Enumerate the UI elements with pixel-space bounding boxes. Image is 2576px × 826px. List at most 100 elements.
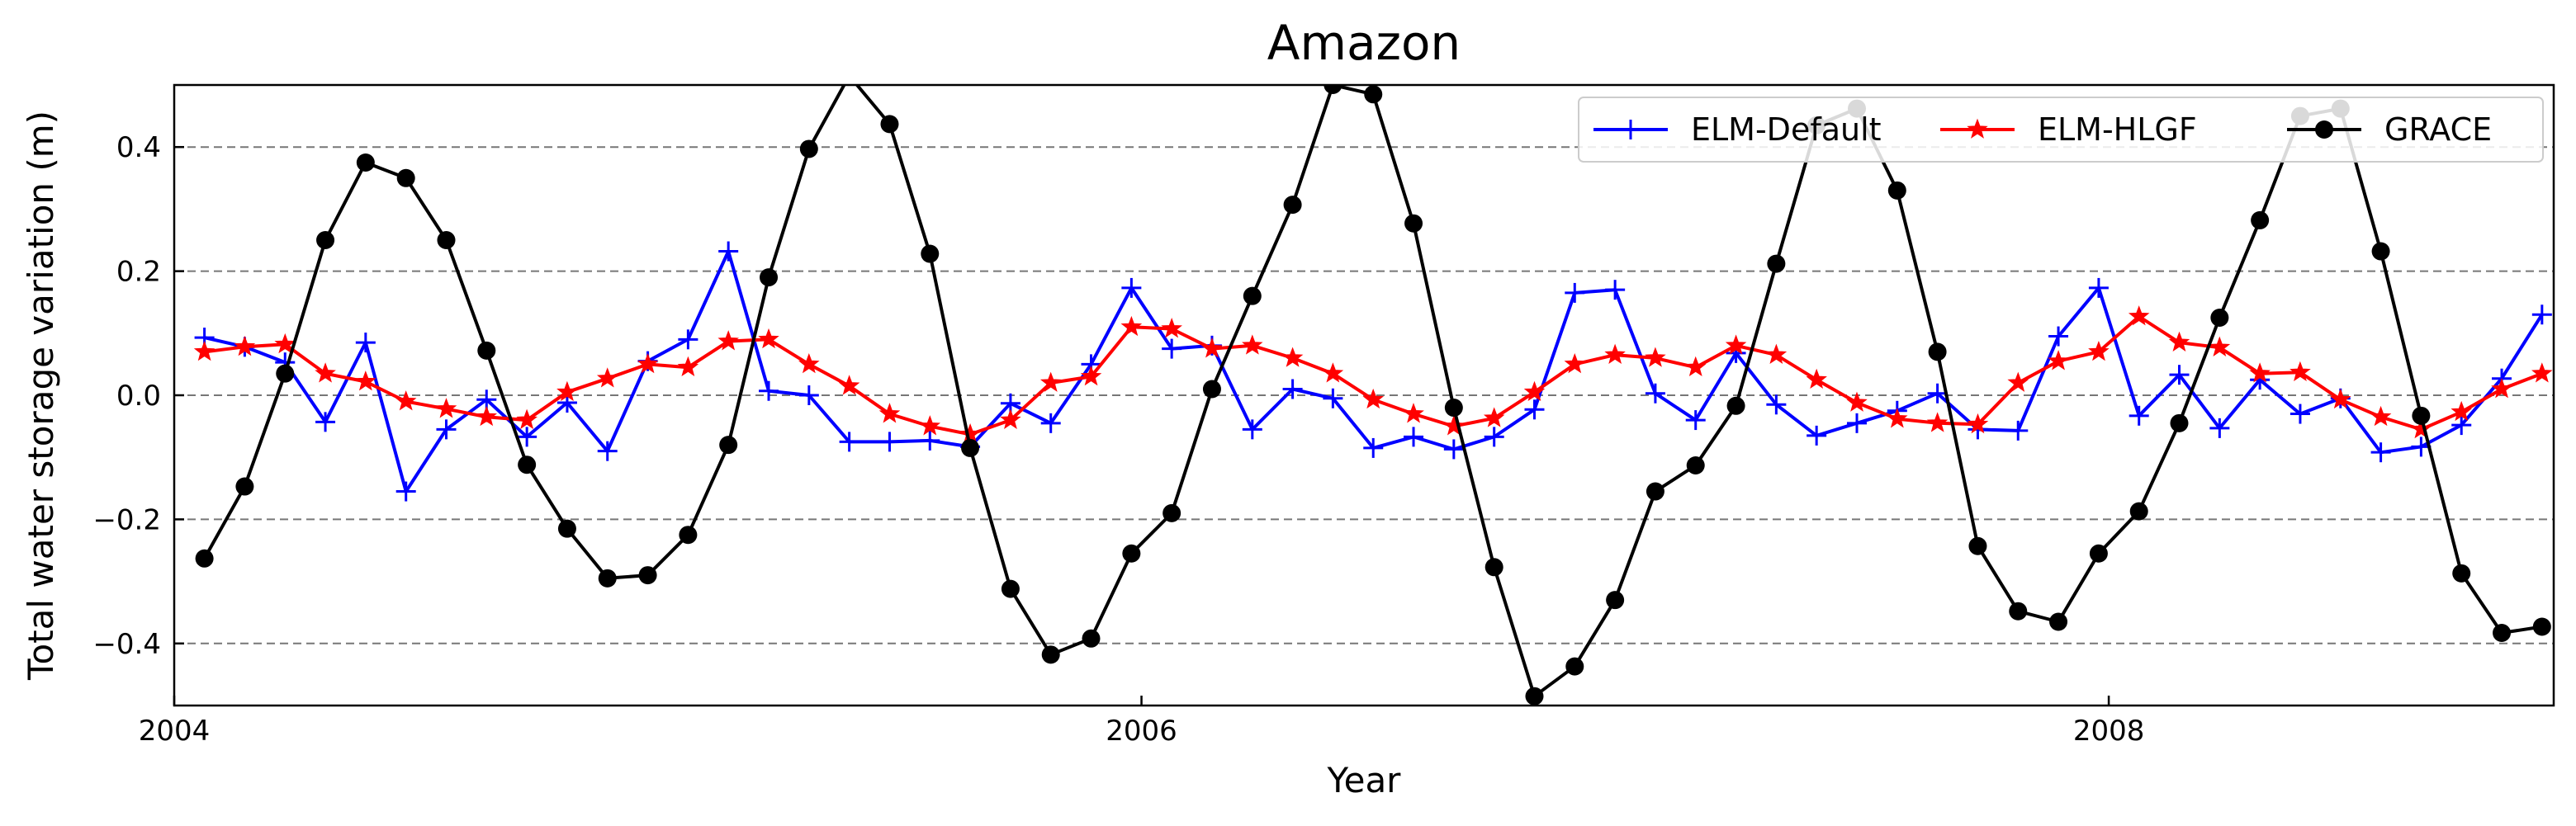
x-axis-title: Year [1327,760,1402,800]
series-elm-hlgf [193,305,2553,444]
legend-marker [1967,118,1988,139]
data-point [2128,305,2150,326]
data-point [1685,410,1706,431]
data-point [2370,405,2392,427]
data-point [638,566,657,585]
series-line [204,314,2543,437]
data-point [2129,405,2149,426]
data-point [316,231,335,249]
data-point [880,115,899,134]
data-point [1807,425,1827,446]
data-point [1725,334,1747,355]
data-point [395,390,417,411]
data-point [1120,315,1143,337]
data-point [2452,564,2471,583]
data-point [1523,380,1546,402]
data-point [1122,544,1141,563]
data-point [919,415,941,436]
data-point [841,67,859,85]
data-point [1080,365,1102,386]
data-point [1163,503,1181,522]
legend-label: ELM-HLGF [2038,111,2197,148]
data-point [556,380,578,402]
data-point [2531,304,2552,325]
data-point [2008,420,2029,441]
data-point [276,364,295,383]
data-point [1806,368,1827,389]
data-point [2168,331,2190,352]
data-point [1161,318,1182,338]
data-point [1928,342,1947,361]
data-point [1525,687,1544,706]
data-point [921,244,940,263]
data-point [1646,482,1664,501]
data-point [477,341,496,360]
data-point [1485,558,1503,577]
data-point [518,455,537,474]
x-tick-label: 2008 [2073,715,2145,748]
data-point [2089,544,2108,563]
data-point [879,432,900,452]
data-point [2371,242,2390,261]
y-tick-label: 0.0 [116,380,161,413]
data-point [959,422,981,444]
data-point [2451,415,2472,436]
data-point [2088,277,2109,298]
data-point [315,362,336,383]
data-point [637,352,659,374]
legend: ELM-Default ELM-HLGF GRACE [1578,97,2544,163]
data-point [1926,412,1949,432]
series-elm-default [194,241,2552,502]
data-point [2493,624,2512,643]
data-point [961,438,980,457]
data-point [1726,396,1745,415]
data-point [798,352,820,374]
data-point [1684,356,1707,377]
data-point [2531,362,2553,383]
series-line [202,85,2543,698]
data-point [2251,210,2270,229]
data-point [1282,379,1303,399]
data-point [1363,437,1384,458]
data-point [1484,427,1504,447]
data-point [2451,400,2472,422]
y-axis-title: Total water storage variation (m) [21,111,61,681]
data-point [2290,404,2310,424]
data-point [356,153,375,172]
data-point [1039,371,1062,392]
data-point [1404,427,1424,447]
series-grace [195,67,2551,706]
data-point [2249,362,2271,383]
chart-title: Amazon [1267,15,1461,71]
data-point [557,519,576,538]
data-point [1645,347,1666,367]
data-point [838,375,860,395]
data-point [396,168,415,187]
data-point [798,385,819,405]
data-point [1967,413,1989,434]
legend-marker [1621,120,1641,139]
data-point [1443,439,1464,460]
data-point [2169,365,2190,385]
data-point [717,330,739,351]
data-point [1483,407,1505,427]
data-point [1524,399,1545,420]
data-point [1686,455,1705,474]
data-point [920,430,940,451]
data-point [516,408,537,429]
x-tick-label: 2004 [139,715,211,748]
y-tick-label: 0.2 [116,256,161,289]
data-point [2210,309,2229,327]
data-point [1443,415,1465,436]
data-point [2410,418,2432,439]
data-point [598,569,617,588]
data-point [1765,343,1788,364]
data-point [1242,334,1263,355]
data-point [315,412,336,432]
data-point [2532,617,2551,636]
data-point [1565,657,1584,676]
data-point [1927,383,1948,404]
data-point [234,335,256,356]
legend-box [1578,97,2544,163]
